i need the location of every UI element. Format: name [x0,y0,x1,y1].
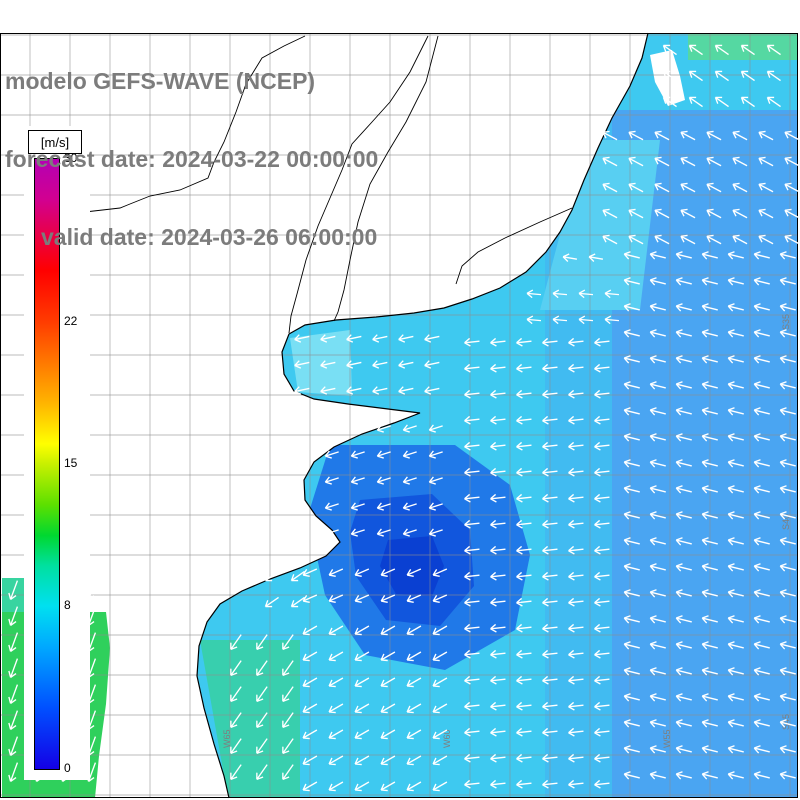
river-line-2 [333,35,439,322]
svg-text:S35: S35 [781,314,791,330]
river-line-1 [288,35,429,334]
colorbar-ticks: 30 22 15 8 0 [24,126,90,780]
patch-blue-core [380,536,444,596]
svg-text:W60: W60 [442,729,452,748]
colorbar-panel: [m/s] 30 22 15 8 0 [24,126,90,780]
wind-arrows [8,44,800,792]
svg-text:W55: W55 [662,729,672,748]
colorbar-unit-label: [m/s] [28,130,82,154]
lagoon-notch [650,50,685,106]
coastline-path [196,32,649,799]
svg-text:S45: S45 [781,714,791,730]
map-frame [0,33,798,798]
svg-text:S40: S40 [781,514,791,530]
patch-teal-coastal [200,640,300,798]
border-lines [29,35,573,334]
axis-labels: W65 W60 W55 S35 S40 S45 [222,314,791,748]
border-line-north [29,35,306,225]
colorbar-tick-label: 22 [64,313,78,328]
svg-text:W65: W65 [222,729,232,748]
colorbar-tick-label: 15 [64,456,78,470]
border-line-uruguay [455,207,573,285]
colorbar-tick-label: 8 [64,598,71,613]
patch-estuary-light [290,330,352,396]
colorbar-tick-label: 30 [64,151,78,165]
colorbar-tick-label: 0 [64,761,71,775]
colorbar-gradient [34,158,60,770]
